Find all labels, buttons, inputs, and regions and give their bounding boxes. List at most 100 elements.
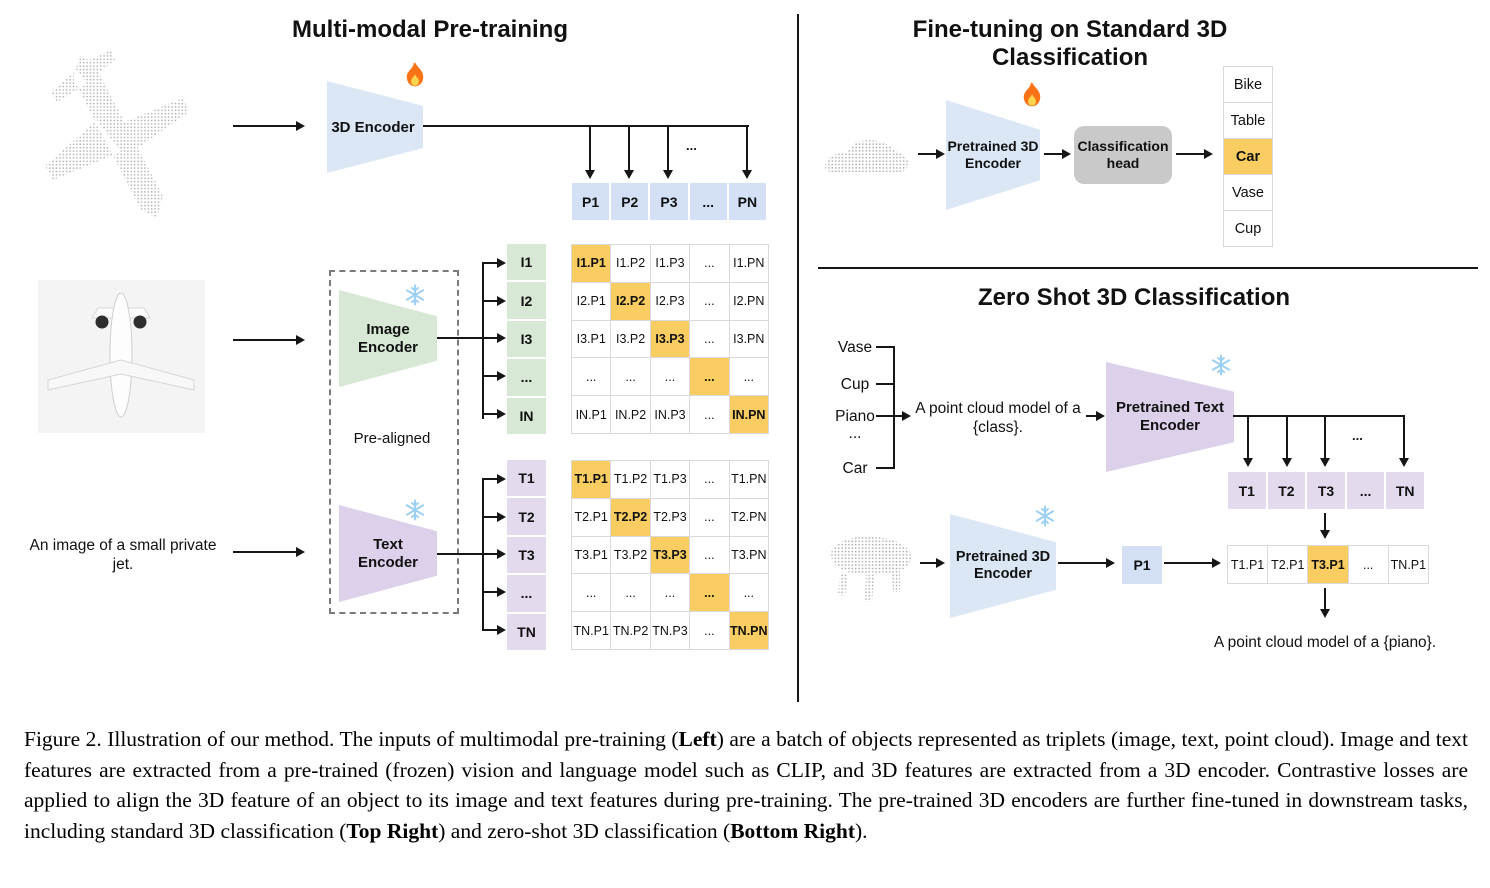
- arrowhead: [497, 549, 506, 559]
- similarity-cell: TN.P1: [1388, 546, 1428, 583]
- p-feature-cell: P2: [611, 183, 649, 220]
- similarity-cell: T1.P1: [572, 461, 611, 498]
- flow-line: [233, 125, 296, 127]
- similarity-cell: I2.PN: [729, 282, 768, 320]
- similarity-cell: T2.PN: [729, 498, 768, 536]
- similarity-cell: ...: [1348, 546, 1388, 583]
- flow-line: [482, 553, 497, 555]
- zeroshot-text-feature-row: T1 T2 T3... TN: [1228, 472, 1424, 509]
- similarity-cell: TN.P3: [650, 612, 690, 649]
- text-feature-cell: T1: [1228, 472, 1266, 509]
- bracket-line: [876, 383, 894, 385]
- pretrained-3d-encoder-label: Pretrained 3D Encoder: [947, 138, 1039, 171]
- classification-head-block: Classification head: [1074, 126, 1172, 184]
- arrowhead: [1399, 458, 1409, 467]
- similarity-cell: ...: [729, 574, 768, 612]
- arrowhead: [497, 296, 506, 306]
- similarity-cell: I3.PN: [729, 320, 768, 358]
- similarity-cell: I3.P2: [611, 320, 650, 358]
- prealigned-box: [329, 270, 459, 614]
- flow-line: [1164, 562, 1212, 564]
- pretrained-3d-encoder-block: Pretrained 3D Encoder: [950, 514, 1056, 618]
- similarity-cell: TN.PN: [729, 612, 768, 649]
- text-feature-cell: TN: [1386, 472, 1424, 509]
- text-feature-column: T1 T2 T3... TN: [507, 460, 546, 650]
- similarity-cell: T3.PN: [729, 536, 768, 574]
- arrowhead: [497, 258, 506, 268]
- bracket-line: [876, 415, 894, 417]
- similarity-cell: ...: [690, 536, 729, 574]
- arrowhead: [1320, 609, 1330, 618]
- arrowhead: [1243, 458, 1253, 467]
- classification-head-label: Classification head: [1077, 138, 1169, 171]
- flow-line: [628, 127, 630, 170]
- text-feature-cell: ...: [507, 575, 546, 612]
- arrowhead: [1106, 558, 1115, 568]
- similarity-cell: I1.P1: [572, 245, 611, 282]
- arrowhead: [296, 121, 305, 131]
- pretrained-3d-encoder-block: Pretrained 3D Encoder: [946, 100, 1040, 210]
- text-feature-cell: T3: [507, 536, 546, 574]
- class-cell: Cup: [1224, 211, 1272, 246]
- similarity-cell: ...: [690, 498, 729, 536]
- flow-line: [437, 337, 484, 339]
- arrowhead: [497, 587, 506, 597]
- class-cell: Vase: [1224, 175, 1272, 210]
- similarity-cell: IN.P1: [572, 396, 611, 433]
- image-feature-cell: I2: [507, 282, 546, 319]
- arrowhead: [1096, 411, 1105, 421]
- zeroshot-result-text: A point cloud model of a {piano}.: [1213, 634, 1437, 651]
- snowflake-icon: [1210, 354, 1232, 376]
- flow-line: [1233, 415, 1405, 417]
- arrowhead: [1320, 530, 1330, 539]
- text-point-similarity-matrix: T1.P1 T1.P2 T1.P3... T1.PN T2.P1 T2.P2 T2.P3..…: [571, 460, 769, 650]
- similarity-cell: I3.P3: [650, 320, 690, 358]
- vertical-divider: [797, 14, 799, 702]
- similarity-cell: T2.P1: [1268, 546, 1308, 583]
- 3d-encoder-block: 3D Encoder: [327, 81, 423, 173]
- flow-line: [1286, 417, 1288, 458]
- class-cell: Bike: [1224, 67, 1272, 102]
- airplane-point-cloud-image: [35, 48, 200, 226]
- flow-line: [437, 553, 484, 555]
- flow-line: [918, 153, 936, 155]
- similarity-cell: ...: [690, 358, 729, 396]
- similarity-cell: ...: [690, 245, 729, 282]
- text-feature-cell: T2: [1267, 472, 1306, 509]
- zeroshot-similarity-row: T1.P1 T2.P1 T3.P1... TN.P1: [1227, 545, 1429, 584]
- similarity-cell: T1.PN: [729, 461, 768, 498]
- similarity-cell: T2.P1: [572, 498, 611, 536]
- flow-line: [482, 516, 497, 518]
- flow-line: [1044, 153, 1062, 155]
- similarity-cell: ...: [690, 461, 729, 498]
- pretrained-text-encoder-label: Pretrained Text Encoder: [1115, 399, 1225, 434]
- flow-line: [482, 262, 484, 419]
- flow-line: [589, 127, 591, 170]
- snowflake-icon: [404, 284, 426, 306]
- ellipsis: ...: [848, 425, 862, 442]
- arrowhead: [1320, 458, 1330, 467]
- arrowhead: [1212, 558, 1221, 568]
- flow-line: [1324, 588, 1326, 609]
- similarity-cell: TN.P1: [572, 612, 611, 649]
- arrowhead: [742, 170, 752, 179]
- p-feature-cell: P3: [650, 183, 688, 220]
- text-feature-cell: ...: [1346, 472, 1385, 509]
- point-feature-box: P1: [1122, 546, 1162, 584]
- airplane-photo: [38, 280, 205, 433]
- similarity-cell: TN.P2: [611, 612, 650, 649]
- similarity-cell: ...: [690, 396, 729, 433]
- similarity-cell: ...: [690, 574, 729, 612]
- flow-line: [920, 562, 936, 564]
- flow-line: [482, 300, 497, 302]
- similarity-cell: ...: [572, 574, 611, 612]
- car-point-cloud-image: [820, 126, 912, 182]
- figure-caption: Figure 2. Illustration of our method. Th…: [24, 727, 1468, 843]
- p-feature-cell: P1: [572, 183, 610, 220]
- flow-line: [893, 415, 902, 417]
- similarity-cell: T3.P1: [1308, 546, 1348, 583]
- arrowhead: [497, 333, 506, 343]
- class-name-cup: Cup: [840, 376, 870, 393]
- class-prediction-list: Bike Table Car Vase Cup: [1223, 66, 1273, 247]
- arrowhead: [585, 170, 595, 179]
